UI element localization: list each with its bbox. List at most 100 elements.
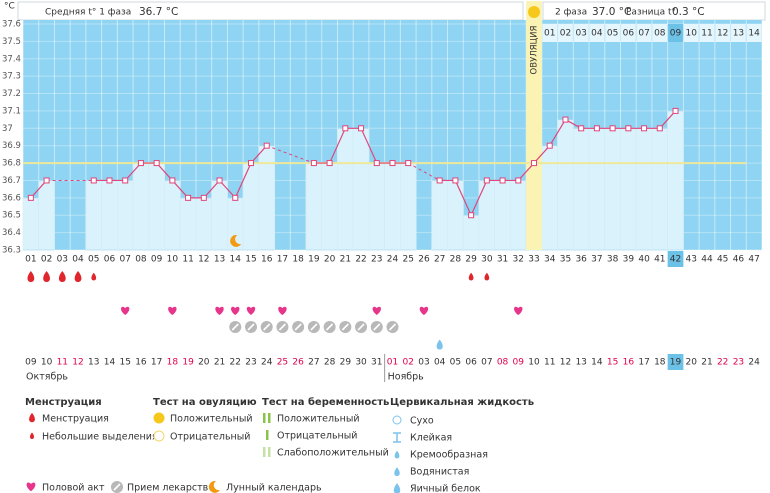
legend-item: Водянистая	[410, 467, 469, 478]
temperature-point	[515, 177, 522, 184]
day-row-highlight	[667, 251, 684, 267]
legend-icon	[263, 413, 266, 423]
temperature-bar	[651, 127, 669, 251]
medication-mark	[229, 321, 242, 333]
month-label: Октябрь	[26, 372, 68, 383]
intercourse-mark	[246, 306, 256, 315]
temperature-bar	[510, 180, 527, 251]
phase2-day: 02	[560, 29, 571, 39]
undefined	[29, 412, 35, 423]
temperature-bar	[667, 110, 684, 251]
date-label: 20	[686, 358, 698, 368]
temperature-bar	[478, 180, 496, 251]
temperature-point	[263, 142, 270, 149]
date-label: 14	[104, 358, 116, 368]
temperature-point	[27, 194, 34, 201]
temperature-bar	[195, 197, 213, 251]
y-tick-label: 36.5	[2, 211, 21, 221]
y-tick-label: 37.1	[2, 106, 21, 116]
phase2-day: 08	[654, 29, 666, 39]
date-label: 21	[701, 358, 712, 368]
temperature-point	[326, 160, 333, 167]
phase2-day: 12	[717, 29, 728, 39]
gap-connector	[266, 145, 315, 164]
y-tick-label: 36.6	[2, 193, 21, 203]
cycle-day: 33	[528, 255, 539, 265]
temperature-bar	[494, 180, 511, 251]
cycle-day: 20	[324, 255, 336, 265]
y-tick-label: 37.5	[2, 37, 21, 47]
legend-item: Половой акт	[42, 483, 105, 493]
temperature-point	[452, 177, 459, 184]
cycle-day: 29	[465, 255, 477, 265]
temperature-bar	[337, 127, 354, 251]
legend-item: Положительный	[170, 414, 253, 425]
cycle-day: 41	[654, 255, 665, 265]
intercourse-mark	[215, 306, 224, 315]
phase2-cell	[668, 24, 683, 42]
cycle-day: 42	[670, 255, 681, 265]
cycle-day: 39	[623, 255, 635, 265]
legend-icon	[268, 413, 271, 423]
medication-mark	[244, 321, 257, 333]
cycle-day: 12	[198, 255, 209, 265]
phase2-cell	[605, 24, 620, 42]
date-label: 01	[387, 358, 398, 368]
date-label: 09	[513, 358, 525, 368]
legend-icon	[268, 447, 271, 457]
date-label: 12	[72, 358, 83, 368]
phase2-cell	[620, 24, 636, 42]
phase2-cell	[636, 24, 652, 42]
pill-line	[373, 323, 381, 331]
intercourse-mark	[231, 306, 240, 315]
temperature-point	[216, 177, 223, 184]
medication-mark	[339, 321, 352, 333]
phase2-day: 10	[686, 29, 698, 39]
cycle-day: 25	[402, 255, 413, 265]
date-label: 17	[638, 358, 649, 368]
phase2-day: 11	[701, 29, 712, 39]
cycle-day: 30	[481, 255, 493, 265]
phase2-day: 01	[544, 29, 555, 39]
pill-line	[341, 323, 349, 331]
date-label: 21	[214, 358, 225, 368]
legend-title: Тест на беременность	[262, 396, 389, 408]
y-tick-label: 36.7	[2, 176, 21, 186]
date-label: 08	[497, 358, 509, 368]
undefined	[393, 483, 401, 493]
date-label: 13	[575, 358, 586, 368]
temperature-bar	[164, 180, 181, 251]
date-label: 12	[560, 358, 571, 368]
cycle-day: 05	[88, 255, 99, 265]
date-label: 16	[623, 358, 635, 368]
cycle-day: 43	[686, 255, 697, 265]
date-label: 04	[434, 358, 446, 368]
diff-label: Разница t°	[626, 8, 676, 18]
date-label: 23	[733, 358, 744, 368]
medication-mark	[370, 321, 383, 333]
cycle-day: 04	[72, 255, 84, 265]
temperature-point	[389, 160, 396, 167]
date-label: 29	[340, 358, 352, 368]
temperature-point	[468, 212, 475, 219]
undefined	[394, 450, 400, 459]
legend-title: Тест на овуляцию	[153, 397, 257, 408]
pill-line	[357, 323, 365, 331]
medication-mark	[323, 321, 336, 333]
cycle-day: 46	[733, 255, 745, 265]
spotting-mark	[91, 272, 97, 281]
phase2-cell	[589, 24, 605, 42]
y-tick-label: 37.3	[2, 72, 21, 82]
date-label: 15	[607, 358, 618, 368]
temperature-point	[499, 177, 506, 184]
date-label: 13	[88, 358, 99, 368]
temperature-point	[185, 194, 192, 201]
date-label: 18	[654, 358, 666, 368]
temperature-point	[310, 160, 317, 167]
legend-item: Кремообразная	[410, 450, 488, 461]
date-label: 05	[450, 358, 461, 368]
cycle-day: 15	[245, 255, 256, 265]
cycle-day: 45	[717, 255, 728, 265]
legend-item: Сухо	[410, 416, 434, 427]
menstruation-mark	[27, 271, 35, 282]
